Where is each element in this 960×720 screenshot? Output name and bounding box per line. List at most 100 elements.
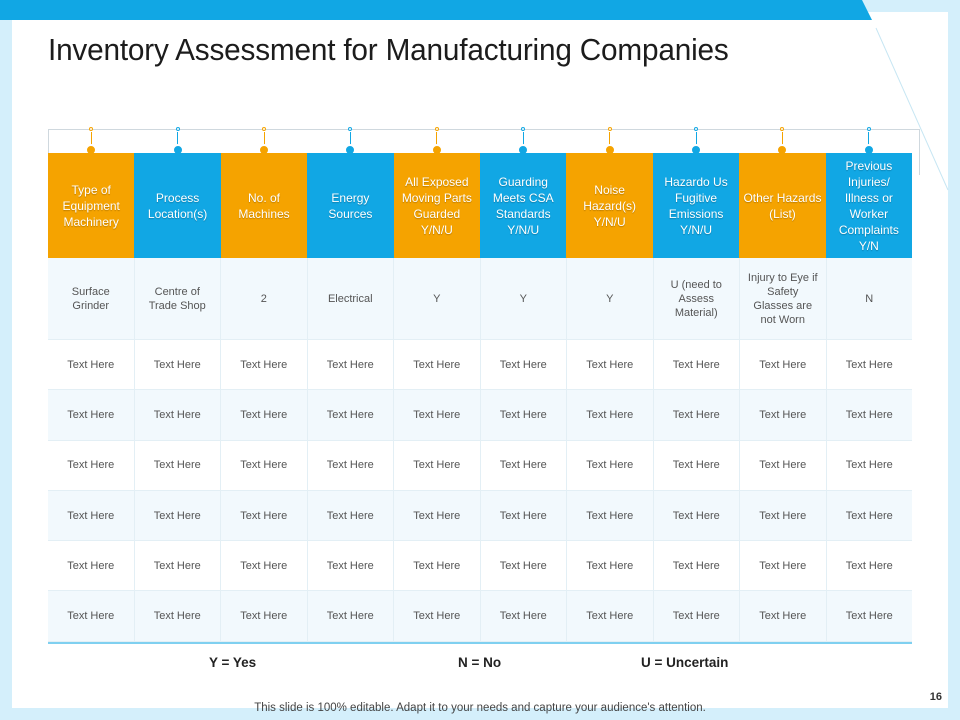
table-cell: Text Here bbox=[654, 390, 740, 440]
table-cell: Text Here bbox=[135, 490, 221, 541]
table-cell: Text Here bbox=[48, 490, 135, 541]
table-cell: Text Here bbox=[308, 591, 394, 641]
table-cell: Text Here bbox=[394, 440, 481, 490]
table-cell: Text Here bbox=[48, 591, 135, 641]
table-cell: Text Here bbox=[567, 440, 654, 490]
top-accent-bar bbox=[0, 0, 960, 20]
table-bottom-border bbox=[48, 641, 912, 644]
table-row: Text Here Text Here Text Here Text Here Text… bbox=[48, 390, 912, 441]
connector-dot bbox=[603, 124, 616, 156]
table-cell: Text Here bbox=[48, 541, 135, 591]
table-cell: Text Here bbox=[308, 340, 394, 390]
table-cell: Text Here bbox=[481, 591, 567, 641]
footer-note: This slide is 100% editable. Adapt it to… bbox=[254, 702, 706, 714]
table-cell: Text Here bbox=[308, 390, 394, 440]
table-header-cell: Process Location(s) bbox=[134, 153, 221, 258]
legend-no: N = No bbox=[458, 655, 502, 670]
table-header-cell: All Exposed Moving Parts Guarded Y/N/U bbox=[393, 153, 481, 258]
table-row: Text Here Text Here Text Here Text Here Text… bbox=[48, 541, 912, 592]
table-cell: Text Here bbox=[308, 440, 394, 490]
table-cell: Text Here bbox=[740, 541, 827, 591]
connector-dot bbox=[690, 124, 702, 156]
table-row: Surface Grinder Centre of Trade Shop 2 Elec… bbox=[48, 258, 912, 340]
table-cell: Electrical bbox=[308, 258, 394, 339]
table-cell: Text Here bbox=[221, 541, 308, 591]
table-cell: Text Here bbox=[221, 340, 308, 390]
page-number: 16 bbox=[929, 691, 942, 703]
table-cell: Text Here bbox=[740, 591, 827, 641]
table-cell: Text Here bbox=[654, 591, 740, 641]
table-cell: Text Here bbox=[567, 340, 654, 390]
table-cell: Text Here bbox=[221, 490, 308, 541]
connector-dot bbox=[344, 124, 357, 156]
table-cell: Centre of Trade Shop bbox=[135, 258, 221, 339]
table-cell: Text Here bbox=[481, 390, 567, 440]
table-cell: Surface Grinder bbox=[48, 258, 135, 339]
table-cell: Text Here bbox=[135, 591, 221, 641]
table-row: Text Here Text Here Text Here Text Here Text… bbox=[48, 340, 912, 391]
table-cell: Text Here bbox=[567, 490, 654, 541]
table-cell: Text Here bbox=[135, 541, 221, 591]
header-connector-dots bbox=[48, 124, 912, 156]
table-cell: Text Here bbox=[221, 591, 308, 641]
connector-dot bbox=[85, 124, 98, 156]
table-cell: Text Here bbox=[221, 440, 308, 490]
table-row: Text Here Text Here Text Here Text Here Text… bbox=[48, 490, 912, 542]
table-cell: Text Here bbox=[135, 440, 221, 490]
table-cell: Text Here bbox=[481, 440, 567, 490]
table-cell: Text Here bbox=[567, 591, 654, 641]
connector-dot bbox=[776, 124, 789, 156]
table-cell: Text Here bbox=[845, 610, 893, 623]
table-header-row: Type of Equipment Machinery Process Locat… bbox=[48, 153, 913, 258]
table-header-cell: Type of Equipment Machinery bbox=[48, 153, 135, 258]
table-header-cell: Other Hazards (List) bbox=[739, 153, 826, 258]
header-outline-frame bbox=[48, 129, 920, 175]
table-cell: Text Here bbox=[654, 340, 740, 390]
table-cell: Y bbox=[481, 258, 567, 339]
table-cell: Text Here bbox=[845, 559, 893, 572]
table-cell: Text Here bbox=[394, 390, 481, 440]
table-cell: Text Here bbox=[845, 509, 893, 522]
table-cell: Text Here bbox=[48, 340, 135, 390]
table-header-cell: Hazardo Us Fugitive Emissions Y/N/U bbox=[652, 153, 740, 258]
table-header-cell: Previous Injuries/ Illness or Worker Com… bbox=[825, 153, 913, 258]
legend-uncertain: U = Uncertain bbox=[641, 655, 729, 670]
connector-dot bbox=[258, 124, 270, 156]
table-header-cell: Noise Hazard(s) Y/N/U bbox=[566, 153, 653, 258]
table-header-cell: Energy Sources bbox=[307, 153, 394, 258]
table-cell: N bbox=[865, 292, 874, 305]
table-cell: 2 bbox=[221, 258, 308, 339]
table-cell: Text Here bbox=[48, 390, 135, 440]
table-cell: Text Here bbox=[135, 390, 221, 440]
slide-title: Inventory Assessment for Manufacturing C… bbox=[48, 32, 729, 67]
table-cell: Text Here bbox=[845, 459, 893, 472]
table-cell: Text Here bbox=[481, 541, 567, 591]
table-cell: Text Here bbox=[740, 340, 827, 390]
table-cell: Text Here bbox=[135, 340, 221, 390]
table-body: Surface Grinder Centre of Trade Shop 2 Elec… bbox=[48, 258, 912, 642]
table-cell: Text Here bbox=[394, 490, 481, 541]
table-cell: Text Here bbox=[567, 541, 654, 591]
connector-dot bbox=[171, 124, 184, 156]
table-cell: Text Here bbox=[308, 490, 394, 541]
legend-yes: Y = Yes bbox=[209, 655, 257, 670]
table-cell: Y bbox=[394, 258, 481, 339]
table-cell: Text Here bbox=[654, 490, 740, 541]
table-header-cell: Guarding Meets CSA Standards Y/N/U bbox=[480, 153, 567, 258]
table-cell: Text Here bbox=[394, 591, 481, 641]
table-cell: Text Here bbox=[740, 390, 827, 440]
table-row: Text Here Text Here Text Here Text Here Text… bbox=[48, 440, 912, 491]
table-cell: Text Here bbox=[481, 490, 567, 541]
table-cell: Text Here bbox=[481, 340, 567, 390]
table-cell: Text Here bbox=[740, 490, 827, 541]
table-cell: Text Here bbox=[740, 440, 827, 490]
table-cell: U (need to Assess Material) bbox=[654, 258, 740, 339]
table-cell: Text Here bbox=[308, 541, 394, 591]
table-cell: Text Here bbox=[221, 390, 308, 440]
table-cell: Text Here bbox=[48, 440, 135, 490]
table-cell: Text Here bbox=[394, 340, 481, 390]
table-cell: Text Here bbox=[654, 541, 740, 591]
table-row: Text Here Text Here Text Here Text Here Text… bbox=[48, 591, 912, 642]
table-cell: Text Here bbox=[567, 390, 654, 440]
table-cell: Injury to Eye if Safety Glasses are not … bbox=[740, 258, 827, 339]
